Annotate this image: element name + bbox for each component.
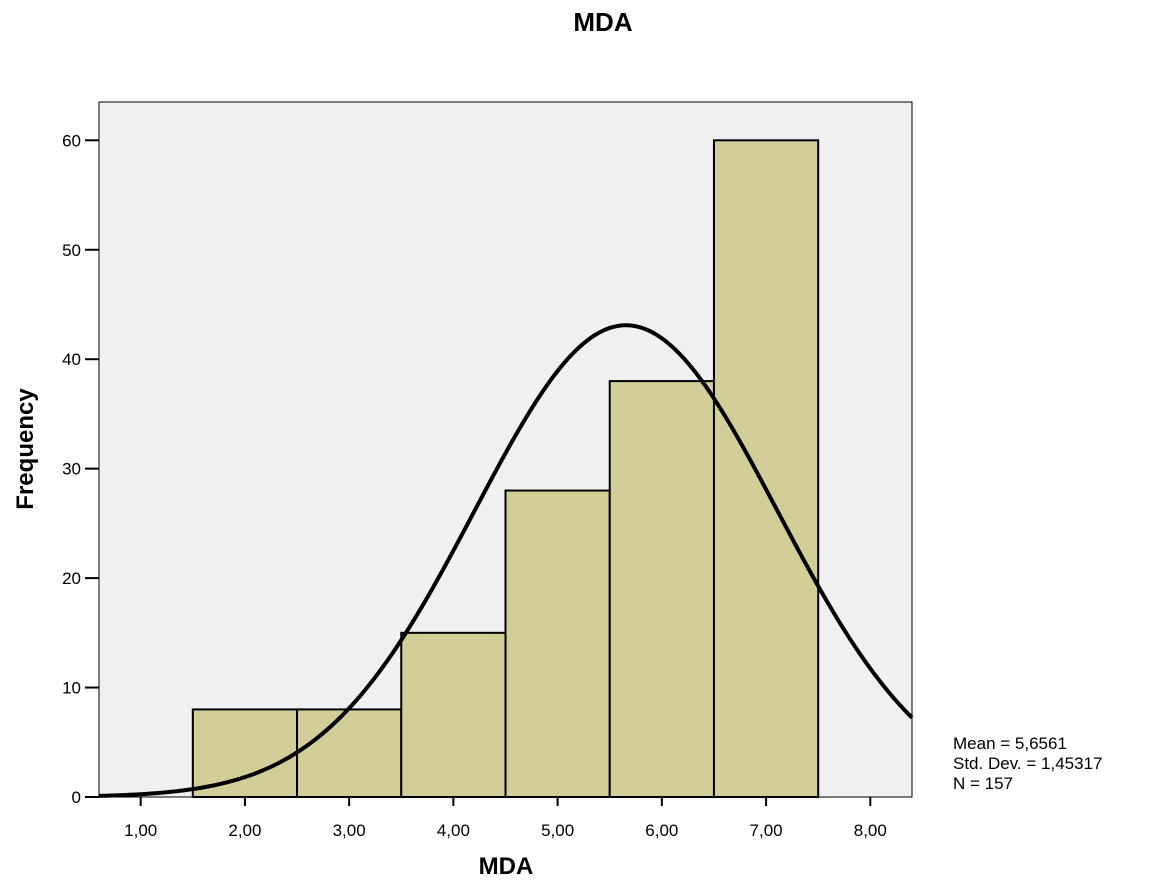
stat-line: Mean = 5,6561 [953,734,1067,753]
x-tick-label: 5,00 [541,821,574,840]
histogram-bars [191,139,820,799]
y-axis: 0 10 20 30 40 50 60 [62,131,99,807]
histogram-bar-3 [400,631,507,799]
chart-title: MDA [573,7,632,37]
y-tick-label: 0 [72,788,81,807]
histogram-bar-1 [191,708,299,798]
x-tick-label: 4,00 [437,821,470,840]
y-tick-label: 40 [62,350,81,369]
x-tick-label: 7,00 [750,821,783,840]
x-tick-label: 1,00 [124,821,157,840]
x-axis: 1,00 2,00 3,00 4,00 5,00 6,00 7,00 8,00 [124,797,887,840]
histogram-bar-4 [504,489,611,798]
histogram-bar-2 [296,708,403,798]
histogram-bar-5 [608,380,715,798]
x-tick-label: 6,00 [645,821,678,840]
y-tick-label: 30 [62,460,81,479]
y-tick-label: 10 [62,679,81,698]
x-tick-label: 8,00 [854,821,887,840]
histogram-bar-6 [712,139,820,799]
y-tick-label: 50 [62,241,81,260]
x-tick-label: 2,00 [228,821,261,840]
x-tick-label: 3,00 [333,821,366,840]
y-tick-label: 20 [62,569,81,588]
x-axis-title: MDA [479,853,534,880]
stat-line: N = 157 [953,774,1013,793]
stat-line: Std. Dev. = 1,45317 [953,754,1102,773]
normal-curve [98,323,914,798]
y-axis-title: Frequency [12,388,39,510]
y-tick-label: 60 [62,131,81,150]
